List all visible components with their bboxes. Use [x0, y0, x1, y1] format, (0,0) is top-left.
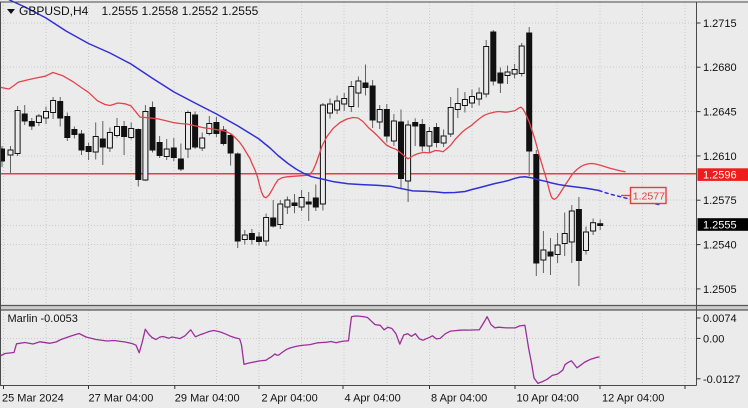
- svg-text:1.2577: 1.2577: [633, 191, 665, 203]
- svg-text:2 Apr 04:00: 2 Apr 04:00: [262, 393, 318, 405]
- svg-text:1.2555 1.2558 1.2552 1.2555: 1.2555 1.2558 1.2552 1.2555: [102, 4, 259, 18]
- svg-text:1.2505: 1.2505: [703, 284, 737, 296]
- svg-text:GBPUSD,H4: GBPUSD,H4: [19, 4, 89, 18]
- svg-text:-0.0127: -0.0127: [703, 374, 740, 386]
- svg-text:1.2645: 1.2645: [703, 107, 737, 119]
- svg-text:1.2680: 1.2680: [703, 62, 737, 74]
- svg-text:12 Apr 04:00: 12 Apr 04:00: [602, 393, 664, 405]
- svg-text:0.00: 0.00: [703, 333, 724, 345]
- svg-text:29 Mar 04:00: 29 Mar 04:00: [175, 393, 240, 405]
- svg-text:Marlin -0.0053: Marlin -0.0053: [8, 313, 78, 325]
- svg-text:1.2540: 1.2540: [703, 240, 737, 252]
- svg-text:1.2555: 1.2555: [703, 219, 737, 231]
- svg-text:1.2610: 1.2610: [703, 151, 737, 163]
- svg-text:25 Mar 2024: 25 Mar 2024: [2, 393, 64, 405]
- svg-text:1.2715: 1.2715: [703, 18, 737, 30]
- svg-text:0.0074: 0.0074: [703, 313, 737, 325]
- svg-text:1.2575: 1.2575: [703, 195, 737, 207]
- svg-text:1.2596: 1.2596: [703, 170, 737, 182]
- svg-text:27 Mar 04:00: 27 Mar 04:00: [89, 393, 154, 405]
- svg-text:10 Apr 04:00: 10 Apr 04:00: [517, 393, 579, 405]
- svg-text:4 Apr 04:00: 4 Apr 04:00: [345, 393, 401, 405]
- svg-text:8 Apr 04:00: 8 Apr 04:00: [431, 393, 487, 405]
